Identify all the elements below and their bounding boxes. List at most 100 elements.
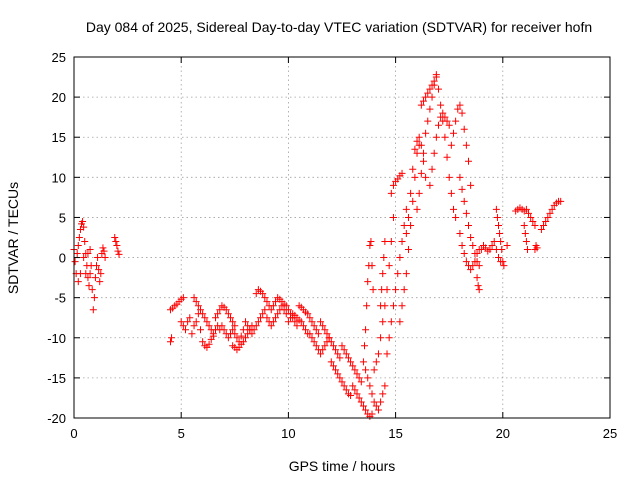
data-point	[269, 318, 277, 326]
data-point	[449, 205, 457, 213]
data-point	[329, 342, 337, 350]
data-point	[336, 374, 344, 382]
data-point	[353, 390, 361, 398]
data-point	[179, 294, 187, 302]
data-point	[259, 310, 267, 318]
data-point	[194, 302, 202, 310]
data-point	[196, 326, 204, 334]
data-point	[464, 221, 472, 229]
data-point	[93, 262, 101, 270]
data-point	[250, 326, 258, 334]
data-point	[90, 294, 98, 302]
data-point	[334, 370, 342, 378]
data-point	[242, 334, 250, 342]
data-point	[422, 93, 430, 101]
data-point	[100, 247, 108, 255]
data-point	[353, 370, 361, 378]
data-point	[458, 242, 466, 250]
x-tick-label: 15	[388, 426, 402, 441]
data-point	[216, 306, 224, 314]
data-point	[400, 286, 408, 294]
data-point	[179, 322, 187, 330]
x-tick-label: 20	[496, 426, 510, 441]
data-point	[261, 294, 269, 302]
data-point	[445, 173, 453, 181]
data-point	[417, 141, 425, 149]
data-point	[475, 262, 483, 270]
data-point	[196, 306, 204, 314]
data-point	[111, 234, 119, 241]
data-point	[460, 197, 468, 205]
data-point	[495, 254, 503, 262]
data-point	[473, 250, 481, 258]
data-point	[368, 390, 376, 398]
data-point	[201, 314, 209, 322]
data-point	[490, 238, 498, 246]
data-point	[97, 270, 105, 278]
data-point	[467, 181, 475, 189]
data-point	[385, 262, 393, 270]
data-point	[422, 129, 430, 137]
data-point	[521, 229, 529, 237]
data-point	[495, 221, 503, 229]
data-point	[409, 165, 417, 173]
chart-title: Day 084 of 2025, Sidereal Day-to-day VTE…	[86, 19, 592, 35]
data-point	[447, 189, 455, 197]
data-point	[321, 342, 329, 350]
data-point	[379, 390, 387, 398]
data-point	[434, 85, 442, 93]
axis-ticks: 0 5 10 15 20 25 -20 -15 -10 -5 0 5 10 15 20 25	[47, 50, 617, 441]
data-point	[112, 238, 120, 246]
data-point	[368, 262, 376, 270]
data-point	[332, 346, 340, 354]
data-point	[402, 205, 410, 213]
data-point	[503, 242, 511, 250]
y-tick-label: 5	[59, 210, 66, 225]
data-point	[319, 346, 327, 354]
data-point	[248, 330, 256, 338]
data-point	[392, 286, 400, 294]
data-point	[186, 314, 194, 322]
data-point	[357, 378, 365, 386]
data-point	[291, 318, 299, 326]
data-point	[398, 302, 406, 310]
data-point	[329, 362, 337, 370]
data-point	[409, 197, 417, 205]
data-point	[445, 121, 453, 129]
data-point	[96, 278, 104, 286]
data-point	[73, 250, 81, 258]
data-point	[396, 318, 404, 326]
data-point	[212, 314, 220, 322]
data-point	[199, 338, 207, 346]
data-point	[415, 133, 423, 141]
data-point	[439, 109, 447, 117]
data-point	[372, 358, 380, 366]
data-point	[540, 221, 548, 229]
data-point	[181, 326, 189, 334]
data-point	[441, 133, 449, 141]
data-point	[267, 322, 275, 330]
data-point	[351, 386, 359, 394]
data-point	[452, 213, 460, 221]
data-point	[218, 322, 226, 330]
data-point	[308, 318, 316, 326]
data-point	[441, 113, 449, 121]
data-point	[380, 254, 388, 262]
data-point	[428, 93, 436, 101]
data-point	[342, 386, 350, 394]
data-point	[209, 332, 217, 340]
data-point	[443, 153, 451, 161]
data-point	[284, 318, 292, 326]
data-point	[372, 402, 380, 410]
data-point	[321, 326, 329, 334]
data-point	[413, 137, 421, 145]
data-point	[325, 334, 333, 342]
data-point	[220, 326, 228, 334]
data-point	[428, 81, 436, 89]
data-point	[402, 270, 410, 278]
data-point	[177, 318, 185, 326]
data-point	[242, 318, 250, 326]
data-point	[80, 223, 88, 231]
data-point	[261, 306, 269, 314]
